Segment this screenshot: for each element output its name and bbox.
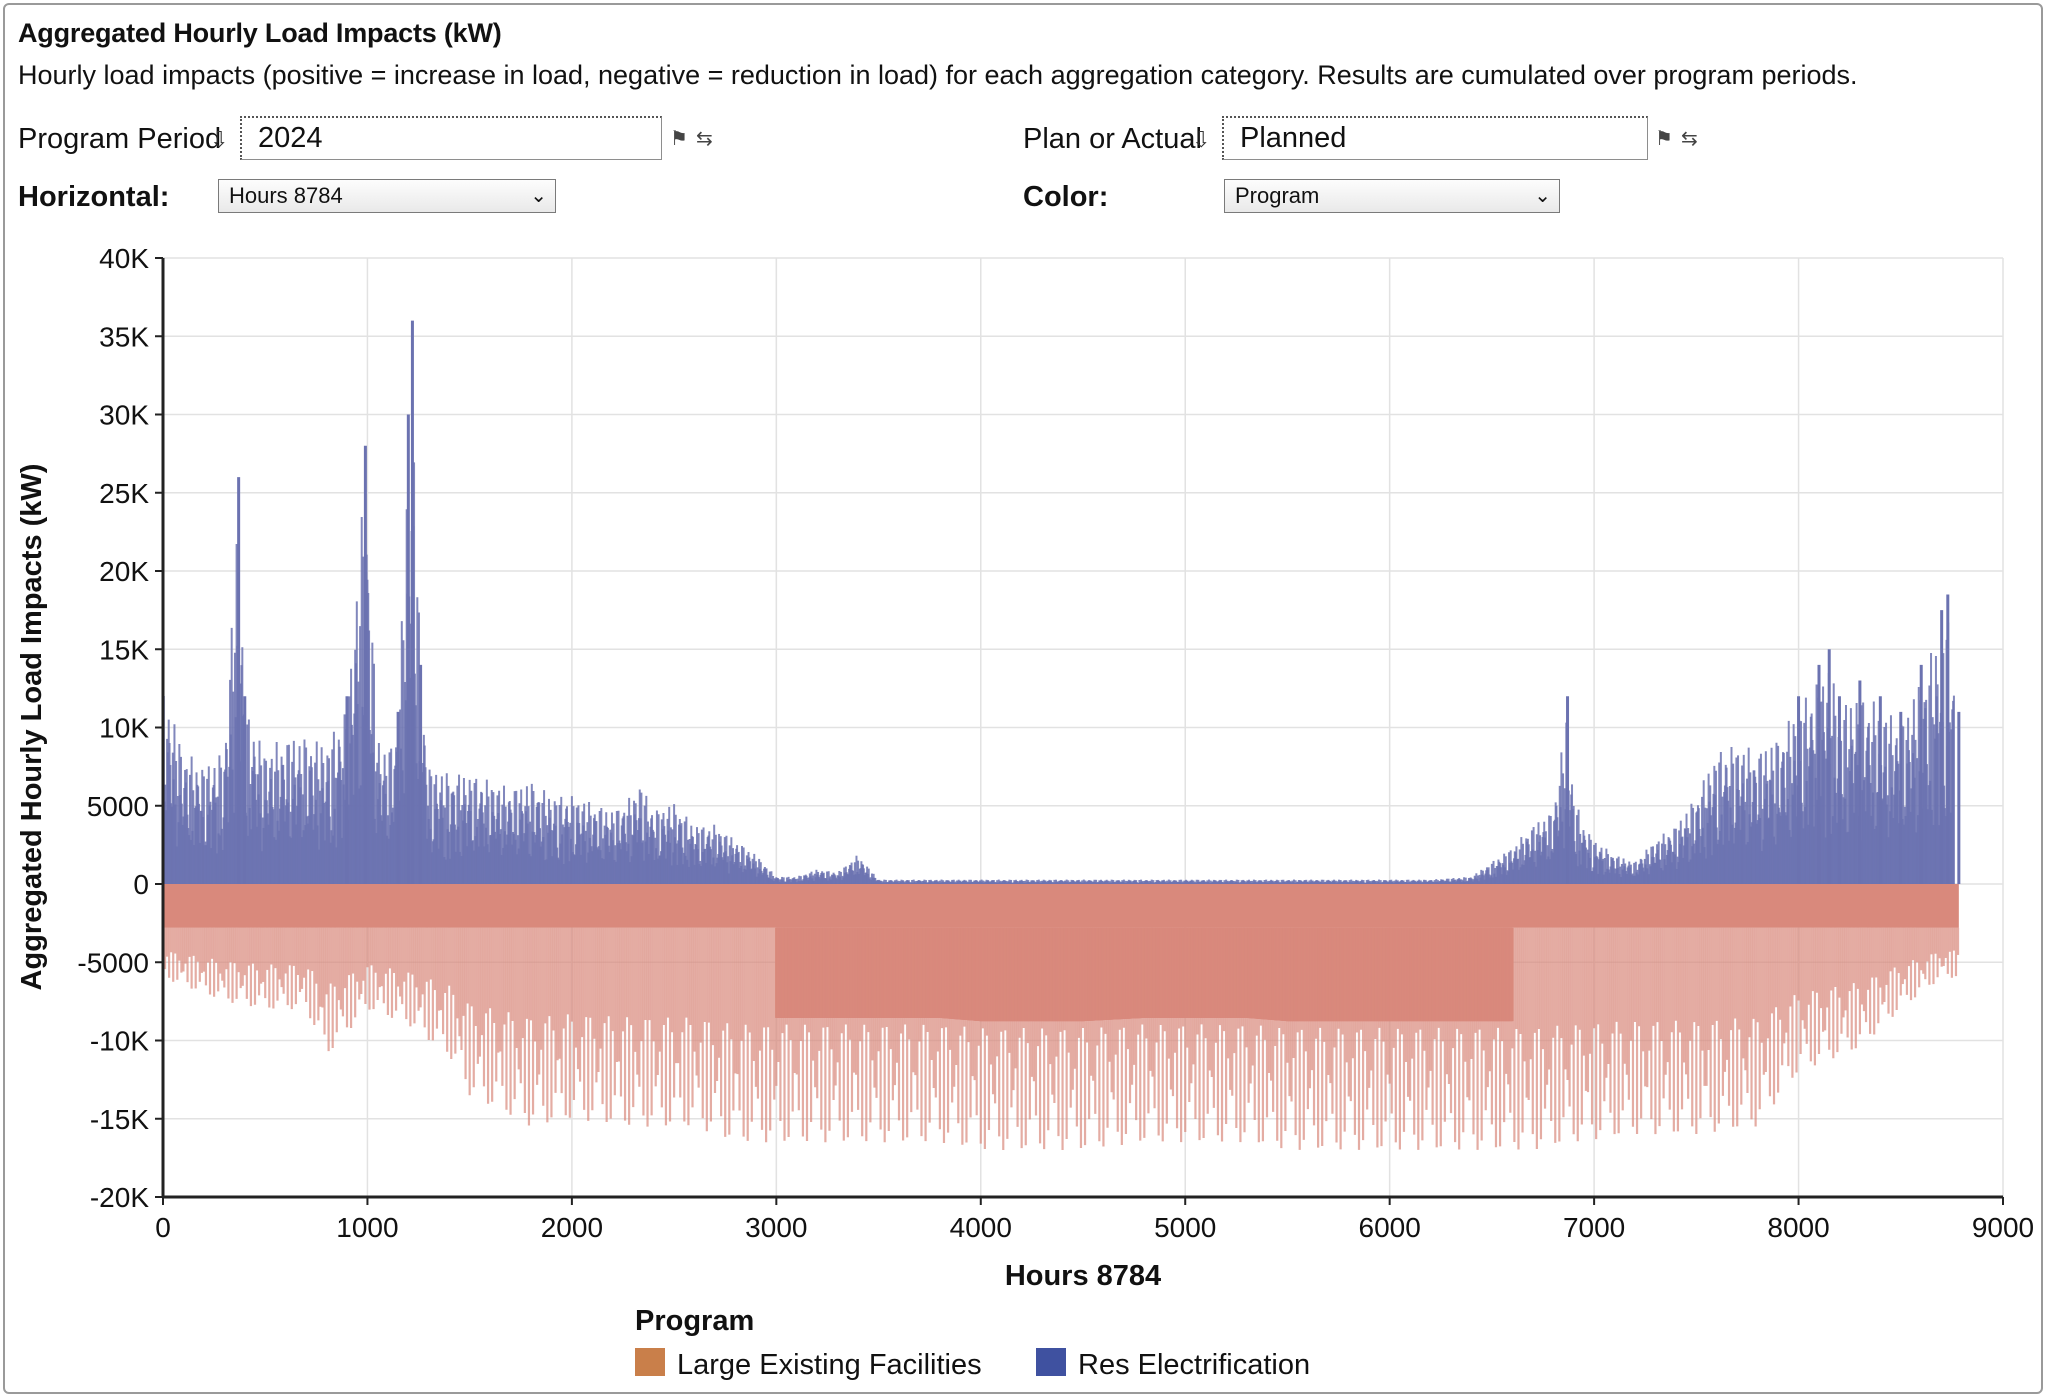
x-tick-label: 5000 [1154, 1212, 1216, 1243]
flag-icon[interactable]: ⚑ [670, 128, 688, 150]
page-subtitle: Hourly load impacts (positive = increase… [18, 60, 1858, 90]
x-tick-label: 3000 [745, 1212, 807, 1243]
page-title: Aggregated Hourly Load Impacts (kW) [18, 18, 502, 48]
horizontal-select-value: Hours 8784 [229, 183, 343, 208]
y-tick-label: -5000 [77, 947, 149, 978]
y-tick-label: 5000 [87, 791, 149, 822]
x-tick-label: 7000 [1563, 1212, 1625, 1243]
chevron-down-icon: ⌄ [530, 185, 547, 207]
swap-icon[interactable]: ⇆ [1681, 128, 1698, 150]
swap-icon[interactable]: ⇆ [696, 128, 713, 150]
x-tick-label: 8000 [1767, 1212, 1829, 1243]
series-large-existing-facilities [161, 884, 1960, 1151]
legend-title: Program [635, 1305, 754, 1337]
x-tick-label: 4000 [950, 1212, 1012, 1243]
y-tick-label: 30K [99, 400, 149, 431]
plan-or-actual-label: Plan or Actual [1023, 123, 1202, 155]
y-tick-label: -15K [90, 1104, 149, 1135]
sort-down-icon[interactable]: ⇩ [210, 127, 229, 152]
series-baseline-band [163, 884, 1959, 928]
x-tick-label: 9000 [1972, 1212, 2034, 1243]
series-res-electrification [161, 320, 1961, 884]
y-tick-label: 0 [133, 869, 149, 900]
x-tick-label: 0 [155, 1212, 171, 1243]
y-tick-label: -10K [90, 1026, 149, 1057]
program-period-label: Program Period [18, 123, 222, 155]
horizontal-select[interactable]: Hours 8784 ⌄ [218, 179, 556, 213]
y-tick-label: 20K [99, 556, 149, 587]
x-axis-title: Hours 8784 [1005, 1260, 1161, 1292]
plan-or-actual-field[interactable]: Planned [1222, 116, 1648, 160]
color-label: Color: [1023, 181, 1109, 213]
sort-down-icon[interactable]: ⇩ [1192, 127, 1211, 152]
legend-swatch [1036, 1348, 1066, 1376]
legend-swatch [635, 1348, 665, 1376]
y-tick-label: 40K [99, 243, 149, 274]
y-tick-label: 25K [99, 478, 149, 509]
y-axis-title: Aggregated Hourly Load Impacts (kW) [16, 464, 48, 991]
chart-panel [3, 3, 2043, 1394]
x-tick-label: 2000 [541, 1212, 603, 1243]
color-select-value: Program [1235, 183, 1320, 208]
y-tick-label: 15K [99, 634, 149, 665]
y-tick-label: 35K [99, 321, 149, 352]
chevron-down-icon: ⌄ [1534, 185, 1551, 207]
x-tick-label: 6000 [1359, 1212, 1421, 1243]
horizontal-label: Horizontal: [18, 181, 170, 213]
color-select[interactable]: Program ⌄ [1224, 179, 1560, 213]
legend-label: Large Existing Facilities [677, 1349, 982, 1381]
legend-label: Res Electrification [1078, 1349, 1310, 1381]
flag-icon[interactable]: ⚑ [1655, 128, 1673, 150]
y-tick-label: 10K [99, 713, 149, 744]
y-tick-label: -20K [90, 1182, 149, 1213]
x-tick-label: 1000 [336, 1212, 398, 1243]
program-period-field[interactable]: 2024 [240, 116, 662, 160]
